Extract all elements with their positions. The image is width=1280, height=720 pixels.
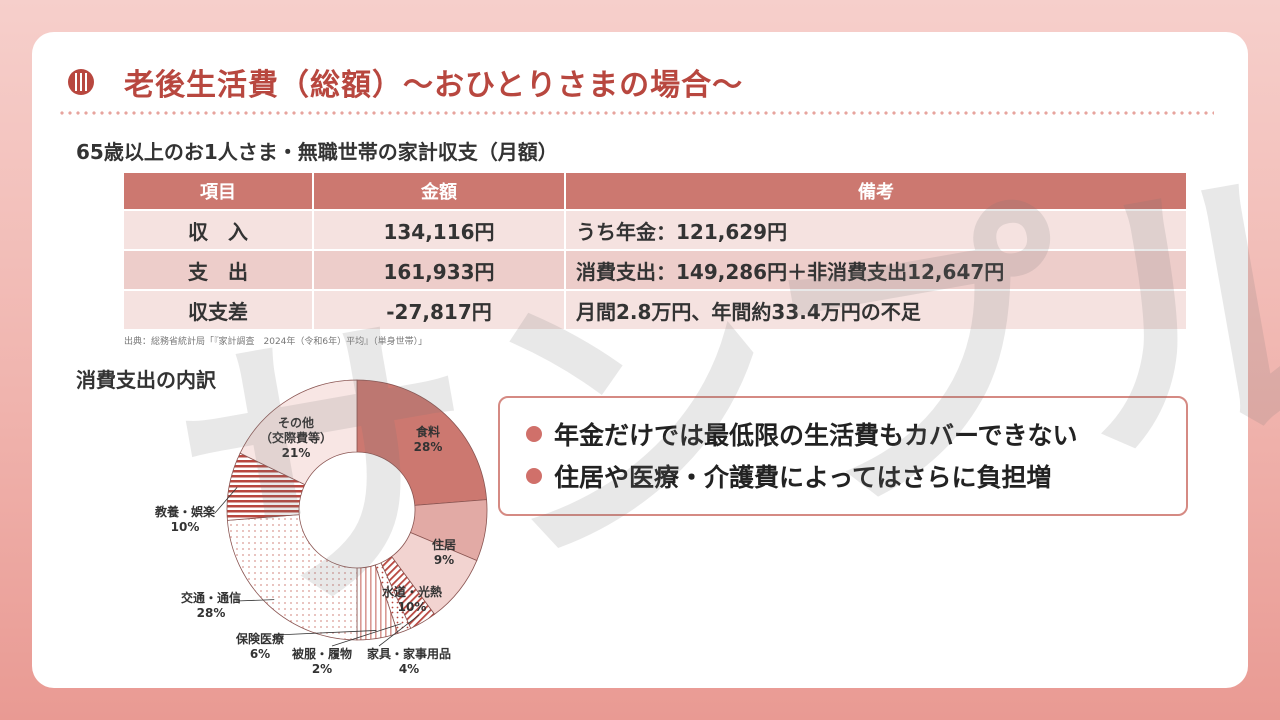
pie-slice-label: 食料 28%: [368, 425, 488, 455]
pie-label-line: 食料: [415, 425, 440, 439]
pie-label-line: 住居: [431, 538, 456, 552]
pie-label-line: 家具・家事用品: [366, 647, 451, 661]
pie-slice-label: 教養・娯楽 10%: [125, 505, 245, 535]
row-item: 支 出: [124, 249, 314, 289]
pie-slice: [239, 379, 358, 486]
pie-label-line: 21%: [281, 445, 311, 460]
header-item: 項目: [124, 173, 314, 209]
row-amount: -27,817円: [314, 289, 566, 329]
slide-card: 老後生活費（総額）～おひとりさまの場合～ 65歳以上のお1人さま・無職世帯の家計…: [32, 32, 1248, 688]
pie-label-line: 2%: [311, 662, 333, 676]
table-row: 収 入 134,116円 うち年金：121,629円: [124, 209, 1186, 249]
striped-circle-icon: [68, 69, 94, 95]
bullet-dot-icon: [526, 468, 542, 484]
pie-label-line: 10%: [397, 600, 427, 614]
pie-label-line: （交際費等）: [259, 430, 332, 445]
bullet-item: 年金だけでは最低限の生活費もカバーできない: [526, 416, 1078, 452]
pie-slice: [356, 379, 488, 506]
row-amount: 134,116円: [314, 209, 566, 249]
pie-label-line: 保険医療: [235, 632, 284, 646]
row-item: 収支差: [124, 289, 314, 329]
pie-label-line: 10%: [170, 520, 200, 534]
row-item: 収 入: [124, 209, 314, 249]
pie-title: 消費支出の内訳: [76, 368, 216, 392]
budget-table: 項目 金額 備考 収 入 134,116円 うち年金：121,629円 支 出 …: [124, 173, 1186, 329]
page-title: 老後生活費（総額）～おひとりさまの場合～: [124, 68, 744, 103]
pie-slice-label: 被服・履物 2%: [262, 647, 382, 677]
header-amount: 金額: [314, 173, 566, 209]
pie-label-line: 9%: [433, 553, 455, 567]
leader-line: [275, 630, 377, 636]
bullet-dot-icon: [526, 426, 542, 442]
leader-line: [378, 614, 420, 647]
bullet-item: 住居や医療・介護費によってはさらに負担増: [526, 458, 1052, 494]
source-note: 出典：総務省統計局「『家計調査 2024年（令和6年）平均』（単身世帯）」: [124, 337, 428, 347]
dotted-divider: [58, 111, 1214, 115]
bullet-text: 住居や医療・介護費によってはさらに負担増: [554, 463, 1052, 492]
pie-label-line: 交通・通信: [180, 591, 241, 605]
row-note: 消費支出：149,286円＋非消費支出12,647円: [566, 249, 1186, 289]
leader-line: [214, 487, 238, 514]
table-subtitle: 65歳以上のお1人さま・無職世帯の家計収支（月額）: [76, 140, 558, 164]
bullet-text: 年金だけでは最低限の生活費もカバーできない: [554, 421, 1078, 450]
row-note: うち年金：121,629円: [566, 209, 1186, 249]
table-row: 支 出 161,933円 消費支出：149,286円＋非消費支出12,647円: [124, 249, 1186, 289]
leader-line: [235, 599, 275, 602]
pie-label-line: 教養・娯楽: [154, 505, 215, 519]
pie-label-line: 28%: [413, 440, 443, 454]
pie-slice-label: 住居 9%: [384, 538, 504, 568]
pie-label-line: その他: [277, 415, 314, 430]
pie-label-line: 4%: [398, 662, 420, 676]
table-row: 収支差 -27,817円 月間2.8万円、年間約33.4万円の不足: [124, 289, 1186, 329]
pie-slice-label: 保険医療 6%: [200, 632, 320, 662]
pie-slice-label: 家具・家事用品 4%: [349, 647, 469, 677]
pie-slice-label: 交通・通信 28%: [151, 591, 271, 621]
title-row: 老後生活費（総額）～おひとりさまの場合～: [68, 60, 743, 104]
pie-label-line: 水道・光熱: [381, 585, 442, 599]
pie-label-line: 6%: [249, 647, 271, 661]
pie-label-line: 被服・履物: [291, 647, 352, 661]
callout-box: 年金だけでは最低限の生活費もカバーできない 住居や医療・介護費によってはさらに負…: [498, 396, 1188, 516]
pie-slice-label: 水道・光熱 10%: [352, 585, 472, 615]
leader-line: [331, 623, 402, 647]
row-amount: 161,933円: [314, 249, 566, 289]
pie-slice: [226, 514, 358, 641]
header-note: 備考: [566, 173, 1186, 209]
pie-slice-label: その他 （交際費等） 21%: [236, 416, 356, 461]
row-note: 月間2.8万円、年間約33.4万円の不足: [566, 289, 1186, 329]
pie-label-line: 28%: [196, 606, 226, 620]
table-header-row: 項目 金額 備考: [124, 173, 1186, 209]
